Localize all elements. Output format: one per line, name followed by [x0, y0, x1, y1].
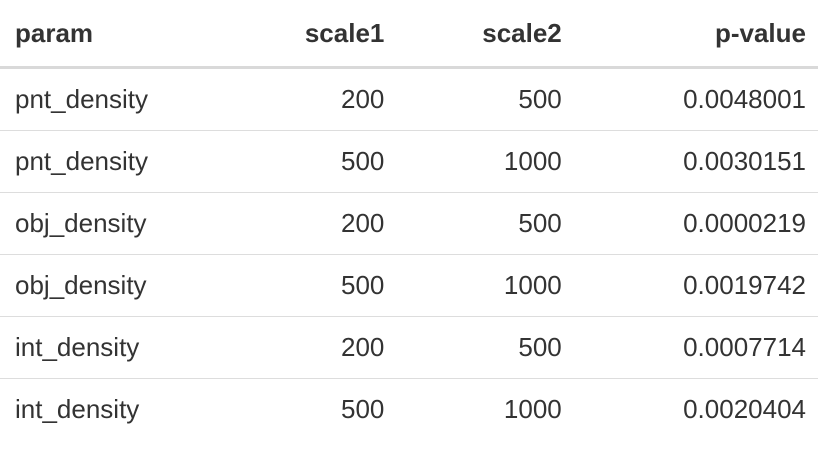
cell-param: int_density [15, 394, 140, 424]
table-header: param scale1 scale2 p-value [0, 0, 818, 69]
table-row: obj_density 500 1000 0.0019742 [0, 254, 818, 317]
table-body: pnt_density 200 500 0.0048001 pnt_densit… [0, 67, 818, 441]
results-table: param scale1 scale2 p-value pnt_density … [0, 0, 818, 441]
cell-scale1: 500 [192, 254, 397, 317]
cell-scale2: 500 [396, 67, 574, 131]
cell-scale1: 500 [192, 130, 397, 193]
table-row: pnt_density 500 1000 0.0030151 [0, 130, 818, 193]
column-header-param: param [0, 0, 193, 69]
column-header-p-value: p-value [573, 0, 818, 69]
column-header-scale1: scale1 [192, 0, 397, 69]
cell-p-value: 0.0007714 [573, 316, 818, 379]
cell-scale2: 1000 [396, 254, 574, 317]
table-row: int_density 500 1000 0.0020404 [0, 379, 818, 441]
cell-scale1: 200 [192, 67, 397, 131]
table-row: obj_density 200 500 0.0000219 [0, 192, 818, 255]
cell-param: obj_density [0, 254, 193, 317]
header-row: param scale1 scale2 p-value [0, 0, 818, 69]
cell-scale2: 500 [396, 316, 574, 379]
cell-p-value: 0.0048001 [573, 67, 818, 131]
cell-param: pnt_density [0, 67, 193, 131]
cell-param: obj_density [0, 192, 193, 255]
cell-scale1: 200 [192, 192, 397, 255]
cell-p-value: 0.0019742 [573, 254, 818, 317]
column-header-scale2: scale2 [396, 0, 574, 69]
cell-scale1: 500 [340, 394, 385, 424]
table-row: int_density 200 500 0.0007714 [0, 316, 818, 379]
cell-param: pnt_density [0, 130, 193, 193]
cell-p-value: 0.0030151 [573, 130, 818, 193]
cell-scale1: 200 [192, 316, 397, 379]
table-row: pnt_density 200 500 0.0048001 [0, 67, 818, 131]
cell-scale2: 1000 [396, 130, 574, 193]
cell-param: int_density [0, 316, 193, 379]
cell-p-value: 0.0020404 [683, 394, 806, 424]
cell-scale2: 1000 [503, 394, 562, 424]
cell-p-value: 0.0000219 [573, 192, 818, 255]
cell-scale2: 500 [396, 192, 574, 255]
